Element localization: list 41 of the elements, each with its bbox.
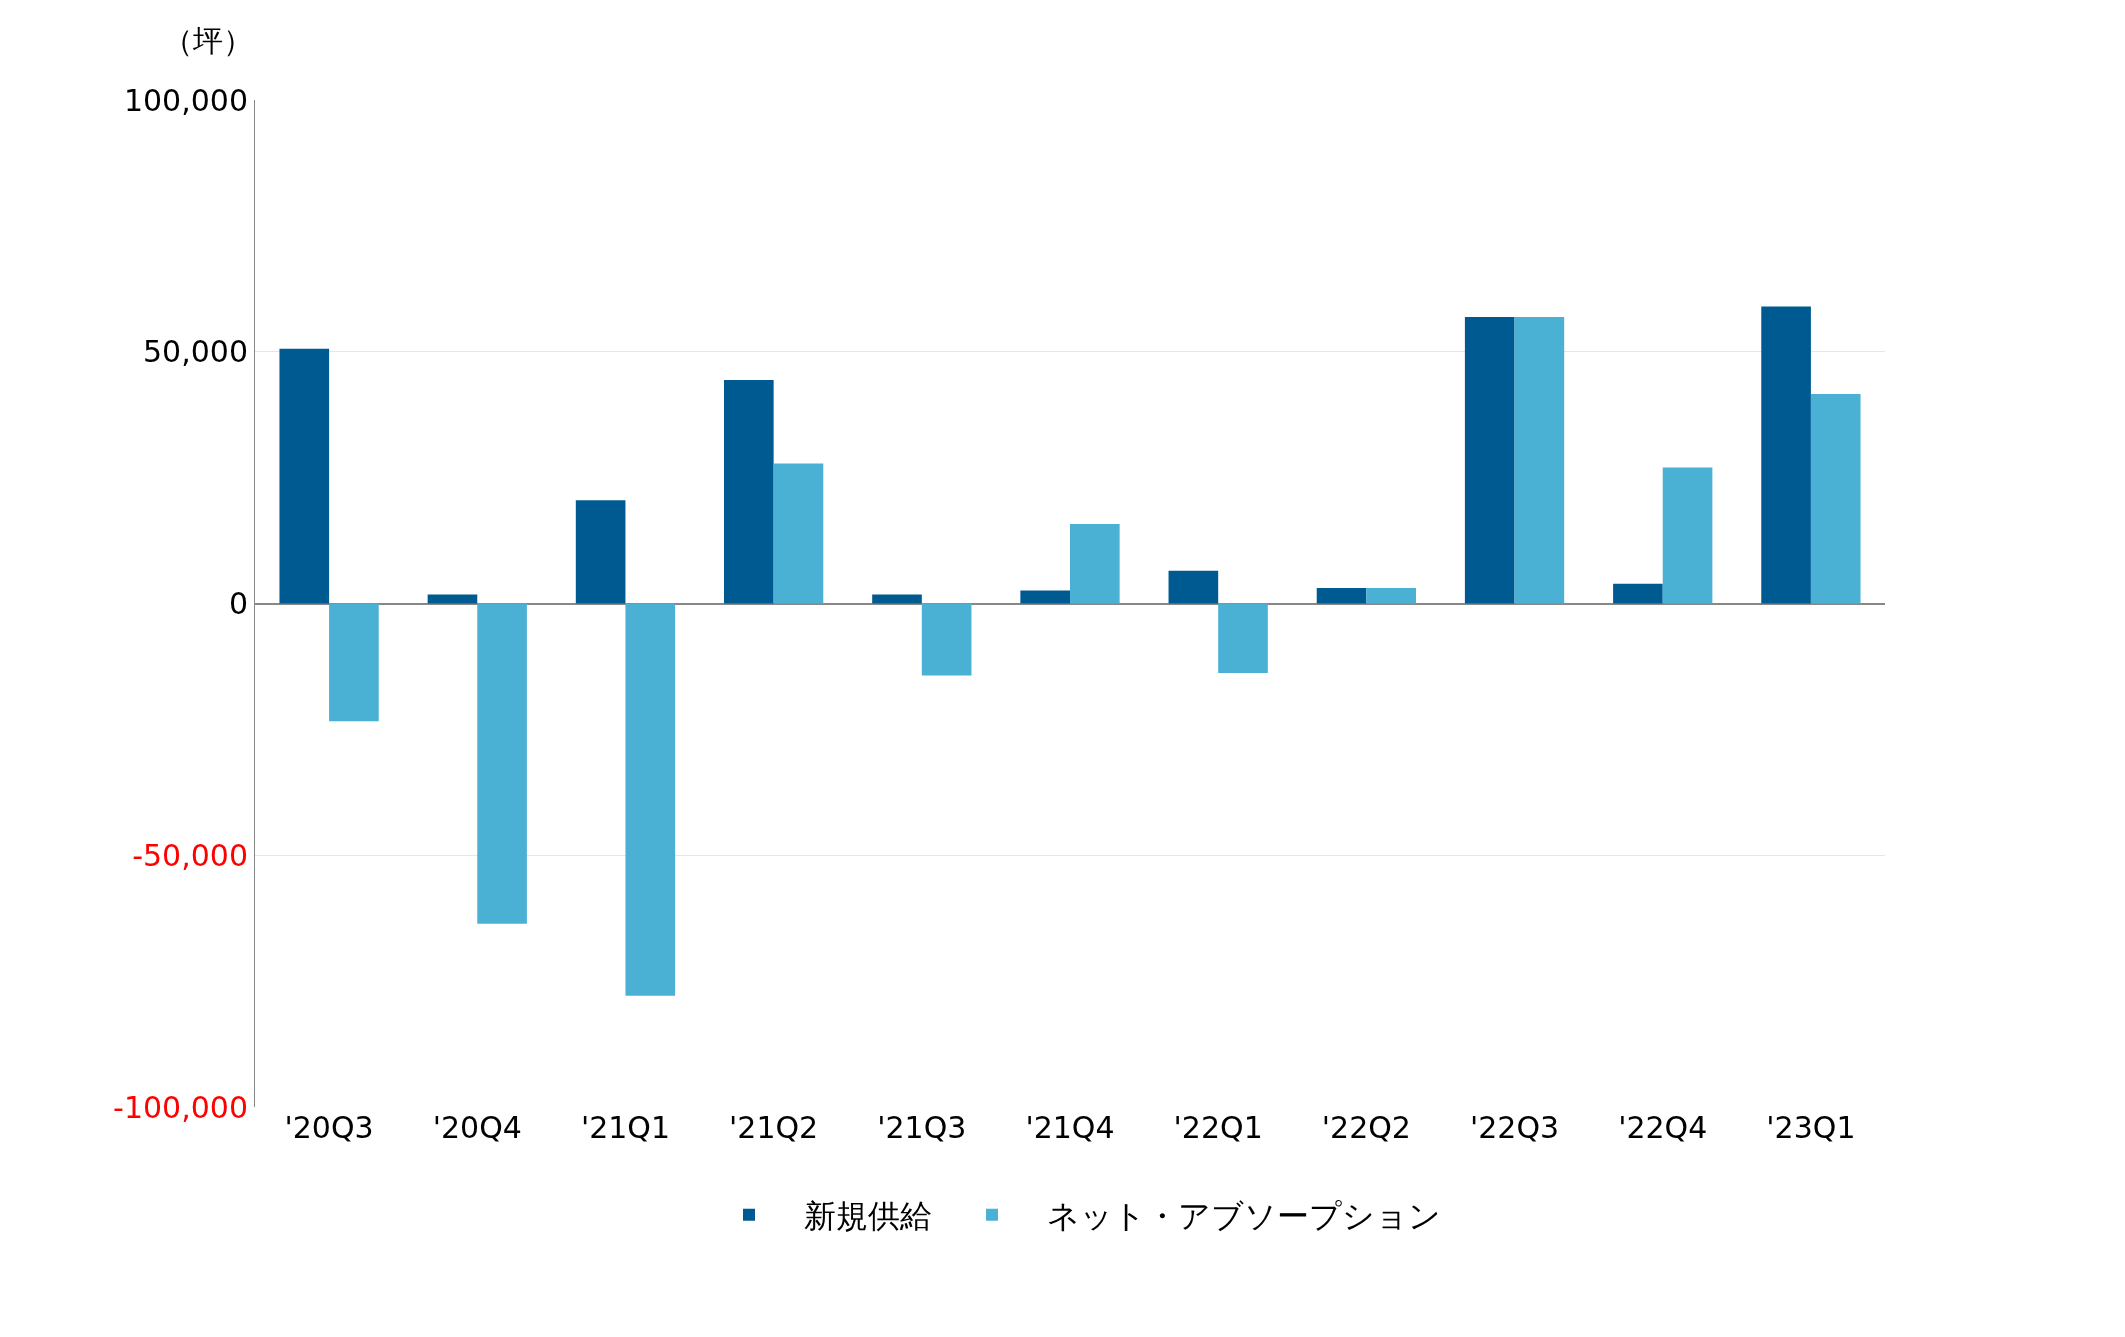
bar <box>1662 467 1713 604</box>
y-tick-label: 0 <box>228 586 248 621</box>
bar <box>1761 306 1811 604</box>
x-tick-label: '20Q3 <box>284 1110 374 1145</box>
bar <box>575 500 626 604</box>
y-tick-label: -50,000 <box>132 837 248 873</box>
legend-label: 新規供給 <box>804 1197 932 1236</box>
bar <box>625 603 676 996</box>
x-tick-label: '22Q2 <box>1321 1110 1411 1145</box>
x-tick-label: '22Q3 <box>1469 1110 1560 1145</box>
x-tick-label: '22Q1 <box>1173 1110 1263 1145</box>
bar <box>477 603 527 924</box>
bar <box>921 603 972 676</box>
x-tick-label: '23Q1 <box>1766 1110 1856 1145</box>
bar <box>1464 317 1515 604</box>
bar <box>1020 590 1070 604</box>
y-tick-label: 50,000 <box>143 334 248 370</box>
x-tick-label: '20Q4 <box>432 1110 522 1145</box>
x-tick-label: '21Q1 <box>580 1110 671 1145</box>
x-tick-label: '21Q3 <box>877 1110 967 1145</box>
y-axis-title: （坪） <box>163 23 253 58</box>
bar <box>773 463 824 604</box>
bar <box>1810 394 1861 604</box>
y-tick-label: -100,000 <box>113 1089 248 1125</box>
bar <box>1218 603 1268 673</box>
x-tick-label: '21Q2 <box>729 1110 819 1145</box>
bar <box>872 594 922 604</box>
bar <box>1366 587 1416 604</box>
bar <box>279 348 330 604</box>
bar <box>1316 587 1367 604</box>
bar <box>1613 583 1663 604</box>
legend-label: ネット・アブソープション <box>1047 1197 1441 1236</box>
bar <box>427 594 478 604</box>
bar <box>1070 523 1120 604</box>
bar <box>1168 570 1219 604</box>
y-tick-label: 100,000 <box>123 82 248 118</box>
bar <box>1514 317 1565 604</box>
bar <box>329 603 379 722</box>
bar <box>724 379 774 604</box>
x-tick-label: '21Q4 <box>1025 1110 1115 1145</box>
x-tick-label: '22Q4 <box>1618 1110 1708 1145</box>
